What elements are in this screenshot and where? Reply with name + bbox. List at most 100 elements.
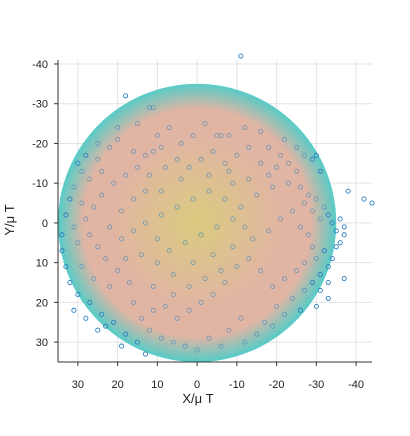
data-point xyxy=(154,236,160,242)
data-point xyxy=(198,299,204,305)
data-point xyxy=(87,299,93,305)
data-point xyxy=(75,291,81,297)
data-point xyxy=(158,188,164,194)
data-point xyxy=(174,204,180,210)
data-point xyxy=(75,240,81,246)
data-point xyxy=(325,279,331,286)
data-point xyxy=(119,343,125,349)
data-point xyxy=(182,343,188,349)
data-point xyxy=(59,248,65,254)
data-point xyxy=(99,311,105,317)
y-tick-label: -30 xyxy=(32,99,48,111)
data-point xyxy=(361,196,367,202)
data-point xyxy=(162,164,168,170)
data-point xyxy=(242,224,248,230)
data-point xyxy=(341,232,347,238)
data-point xyxy=(103,256,109,262)
data-point xyxy=(309,244,315,250)
data-point xyxy=(103,323,109,329)
data-point xyxy=(99,192,105,198)
y-tick-label: 20 xyxy=(36,297,48,309)
data-point xyxy=(79,200,85,206)
y-tick-label: -40 xyxy=(32,59,48,71)
x-tick-labels: 30 20 10 0 -10 -20 -30 -40 xyxy=(72,362,364,391)
data-point xyxy=(95,327,101,333)
x-tick-label: -10 xyxy=(229,379,245,391)
data-point xyxy=(123,256,129,262)
data-point xyxy=(166,248,172,254)
data-point xyxy=(234,264,240,270)
data-point xyxy=(222,160,228,166)
data-point xyxy=(266,144,272,150)
data-point xyxy=(222,196,228,202)
data-point xyxy=(206,172,212,178)
data-point xyxy=(174,156,180,162)
data-point xyxy=(238,204,244,210)
data-point xyxy=(150,105,156,111)
data-point xyxy=(274,164,280,170)
data-point xyxy=(99,168,105,174)
data-point xyxy=(190,196,196,202)
data-point xyxy=(337,216,343,222)
data-point xyxy=(210,148,216,154)
data-point xyxy=(67,279,73,286)
data-point xyxy=(230,244,236,250)
data-point xyxy=(154,260,160,266)
data-point xyxy=(282,311,288,317)
data-point xyxy=(111,319,117,325)
data-point xyxy=(301,200,307,206)
data-point xyxy=(293,268,300,274)
data-point xyxy=(142,152,148,158)
data-point xyxy=(250,236,256,242)
data-point xyxy=(214,224,220,230)
y-tick-label: -10 xyxy=(32,178,48,190)
data-point xyxy=(79,264,85,270)
data-point xyxy=(289,295,296,301)
data-point xyxy=(210,291,216,297)
data-point xyxy=(313,152,319,158)
data-point xyxy=(274,303,280,309)
data-point xyxy=(71,224,77,230)
data-point xyxy=(297,307,304,313)
data-point xyxy=(134,121,141,127)
data-point xyxy=(321,204,327,210)
x-tick-label: -30 xyxy=(308,379,324,391)
data-point xyxy=(123,331,129,337)
data-point xyxy=(119,236,125,242)
data-point xyxy=(230,180,236,186)
data-point xyxy=(107,144,113,150)
data-point xyxy=(317,272,323,278)
data-point xyxy=(301,152,307,158)
data-point xyxy=(313,303,319,309)
y-tick-label: 0 xyxy=(42,218,48,230)
data-point xyxy=(258,160,264,166)
data-point xyxy=(325,212,331,218)
data-point xyxy=(270,184,276,190)
data-point xyxy=(123,172,129,178)
data-point xyxy=(282,136,288,143)
x-tick-label: -40 xyxy=(348,379,364,391)
data-point xyxy=(170,339,176,345)
sphere xyxy=(58,83,337,362)
data-point xyxy=(254,331,260,337)
y-tick-label: 10 xyxy=(36,258,48,270)
data-point xyxy=(238,315,244,321)
data-point xyxy=(162,303,168,309)
data-point xyxy=(246,144,252,150)
data-point xyxy=(341,224,347,230)
data-point xyxy=(270,323,276,329)
data-point xyxy=(87,176,93,182)
data-point xyxy=(325,295,331,301)
y-axis-title: Y/μ T xyxy=(2,204,17,235)
data-point xyxy=(222,279,228,286)
data-point xyxy=(301,287,307,294)
data-point xyxy=(107,283,113,290)
data-point xyxy=(282,276,288,282)
data-point xyxy=(170,291,176,297)
data-point xyxy=(206,335,212,341)
data-point xyxy=(63,264,69,270)
x-tick-label: 10 xyxy=(151,379,163,391)
data-point xyxy=(305,192,311,198)
data-point xyxy=(313,256,319,262)
data-point xyxy=(150,148,156,154)
